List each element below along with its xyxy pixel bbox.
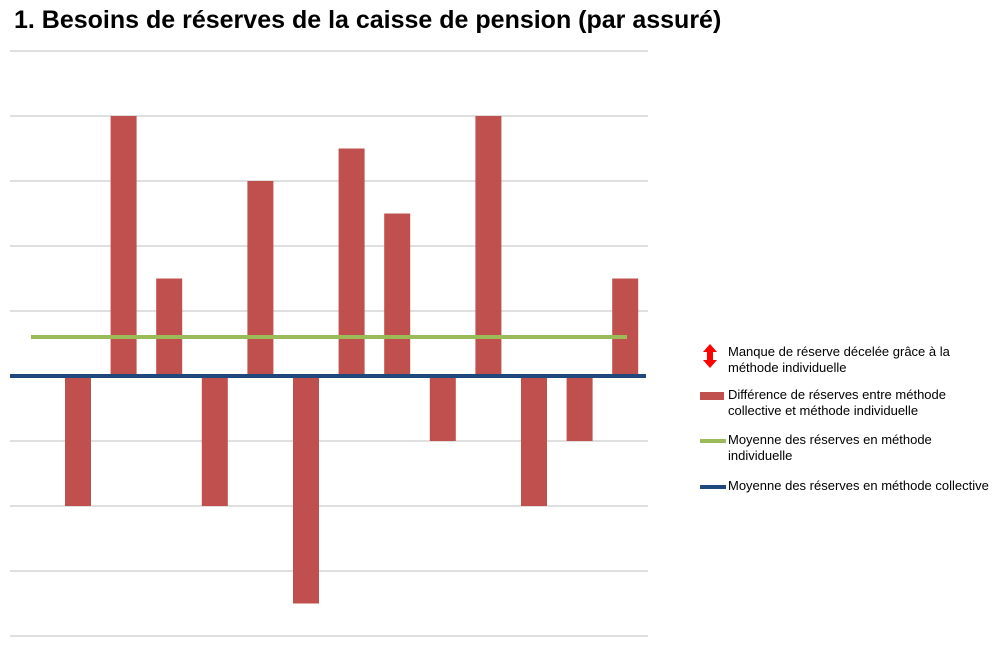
green-line-swatch — [700, 439, 726, 443]
bar — [429, 376, 456, 441]
legend-label-collective-mean: Moyenne des réserves en méthode collecti… — [728, 478, 989, 493]
bar — [384, 213, 411, 376]
legend-label-individual-mean: Moyenne des réserves en méthode individu… — [728, 432, 932, 463]
bar — [475, 116, 502, 376]
bar — [612, 278, 639, 376]
bar-series — [65, 116, 639, 604]
bar — [65, 376, 91, 506]
legend-label-difference: Différence de réserves entre méthode col… — [728, 387, 946, 418]
bar — [201, 376, 228, 506]
bar — [338, 148, 365, 376]
bar — [566, 376, 593, 441]
bar — [110, 116, 137, 376]
gridlines — [10, 50, 648, 637]
bar — [521, 376, 547, 506]
bar — [156, 278, 183, 376]
bar — [247, 181, 274, 376]
bar-swatch — [700, 392, 724, 400]
double-arrow-icon — [703, 344, 717, 368]
bar — [293, 376, 319, 604]
blue-line-swatch — [700, 485, 726, 489]
chart-title: 1. Besoins de réserves de la caisse de p… — [14, 6, 722, 34]
legend-label-reserve-gap: Manque de réserve décelée grâce à la mét… — [728, 344, 950, 375]
bar-chart — [10, 50, 648, 637]
